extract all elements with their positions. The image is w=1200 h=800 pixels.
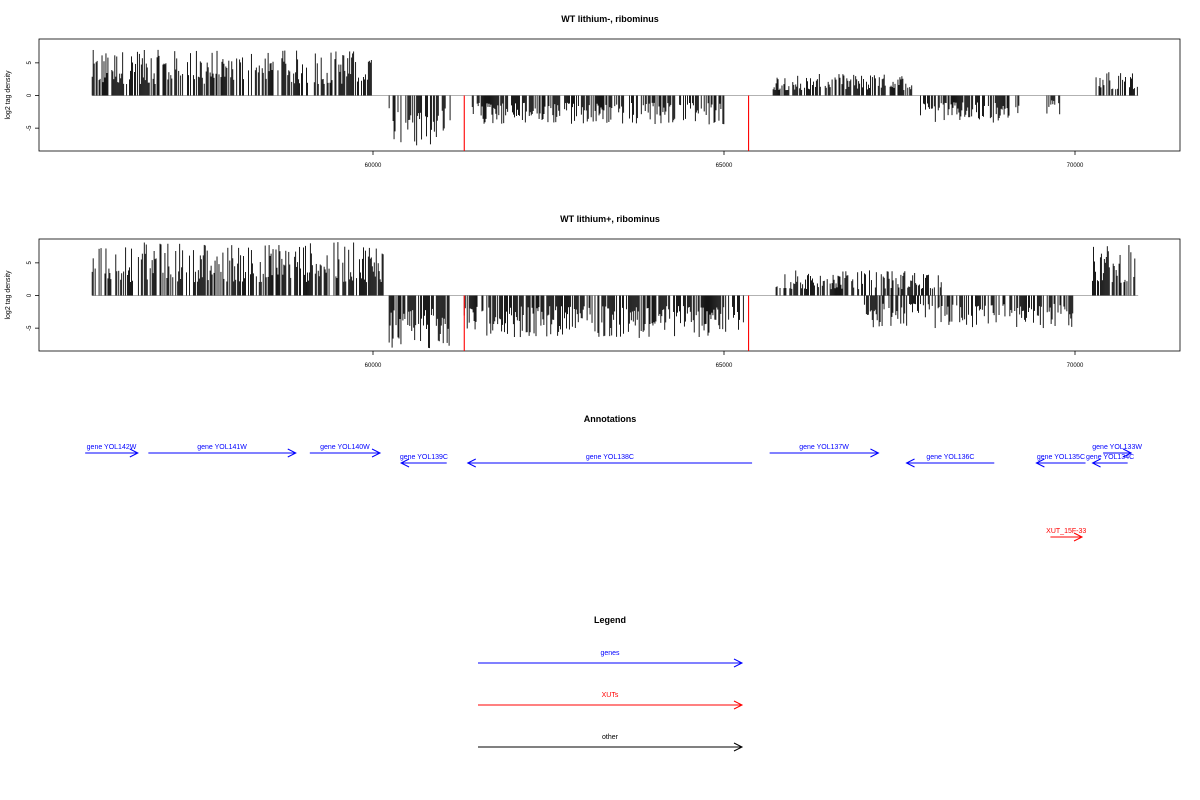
legend-label: other — [602, 734, 619, 741]
annotations-title: Annotations — [584, 414, 637, 424]
track-panel-lithium-plus: WT lithium+, ribominus log2 tag density … — [5, 214, 1181, 369]
annotation-label: gene YOL133W — [1092, 444, 1142, 451]
annotation-arrow — [148, 448, 297, 458]
annotation-arrow — [1091, 458, 1128, 468]
annotation-label: gene YOL138C — [586, 454, 634, 461]
x-tick-label: 70000 — [1067, 363, 1084, 369]
legend-arrow — [478, 658, 744, 668]
annotation-label: gene YOL134C — [1086, 454, 1134, 461]
x-tick-label: 65000 — [716, 163, 733, 169]
annotation-label: gene YOL135C — [1037, 454, 1085, 461]
y-tick-label: 0 — [27, 93, 33, 97]
legend: Legend genes XUTs other — [478, 615, 744, 752]
annotation-label: gene YOL141W — [197, 444, 247, 451]
y-tick-label: -5 — [27, 125, 33, 131]
annotation-arrow — [905, 458, 995, 468]
annotation-arrow — [769, 448, 880, 458]
legend-title: Legend — [594, 615, 626, 625]
y-tick-label: 0 — [27, 293, 33, 297]
x-tick-label: 60000 — [365, 163, 382, 169]
plot-frame — [38, 238, 1181, 352]
density-bars — [91, 49, 1139, 151]
x-tick-label: 65000 — [716, 363, 733, 369]
annotations-track: Annotations gene YOL142W gene YOL141W gene… — [85, 414, 1142, 542]
x-tick-label: 70000 — [1067, 163, 1084, 169]
annotation-arrow — [85, 448, 139, 458]
plot-frame — [38, 38, 1181, 152]
legend-label: genes — [600, 650, 620, 657]
y-axis-label: log2 tag density — [5, 70, 12, 120]
annotation-label: gene YOL140W — [320, 444, 370, 451]
density-bars — [91, 242, 1139, 351]
legend-items: genes XUTs other — [478, 650, 744, 752]
track-title: WT lithium-, ribominus — [561, 14, 659, 24]
annotation-label: XUT_15F-33 — [1046, 528, 1086, 535]
annotation-label: gene YOL136C — [926, 454, 974, 461]
axis-ticks: 60000 65000 70000 5 0 -5 — [27, 261, 1084, 369]
annotation-arrow — [1035, 458, 1086, 468]
y-tick-label: 5 — [27, 261, 33, 265]
y-tick-label: -5 — [27, 325, 33, 331]
legend-label: XUTs — [602, 692, 619, 699]
annotation-label: gene YOL137W — [799, 444, 849, 451]
annotation-arrow — [1050, 532, 1084, 542]
annotation-items: gene YOL142W gene YOL141W gene YOL140W gene… — [85, 444, 1142, 542]
annotation-arrow — [1103, 448, 1133, 458]
annotation-label: gene YOL142W — [87, 444, 137, 451]
legend-arrow — [478, 700, 744, 710]
annotation-arrow — [399, 458, 447, 468]
y-axis-label: log2 tag density — [5, 270, 12, 320]
legend-arrow — [478, 742, 744, 752]
y-tick-label: 5 — [27, 61, 33, 65]
track-panel-lithium-minus: WT lithium-, ribominus log2 tag density … — [5, 14, 1181, 169]
x-tick-label: 60000 — [365, 363, 382, 369]
axis-ticks: 60000 65000 70000 5 0 -5 — [27, 61, 1084, 169]
annotation-label: gene YOL139C — [400, 454, 448, 461]
annotation-arrow — [466, 458, 753, 468]
annotation-arrow — [309, 448, 382, 458]
track-title: WT lithium+, ribominus — [560, 214, 660, 224]
